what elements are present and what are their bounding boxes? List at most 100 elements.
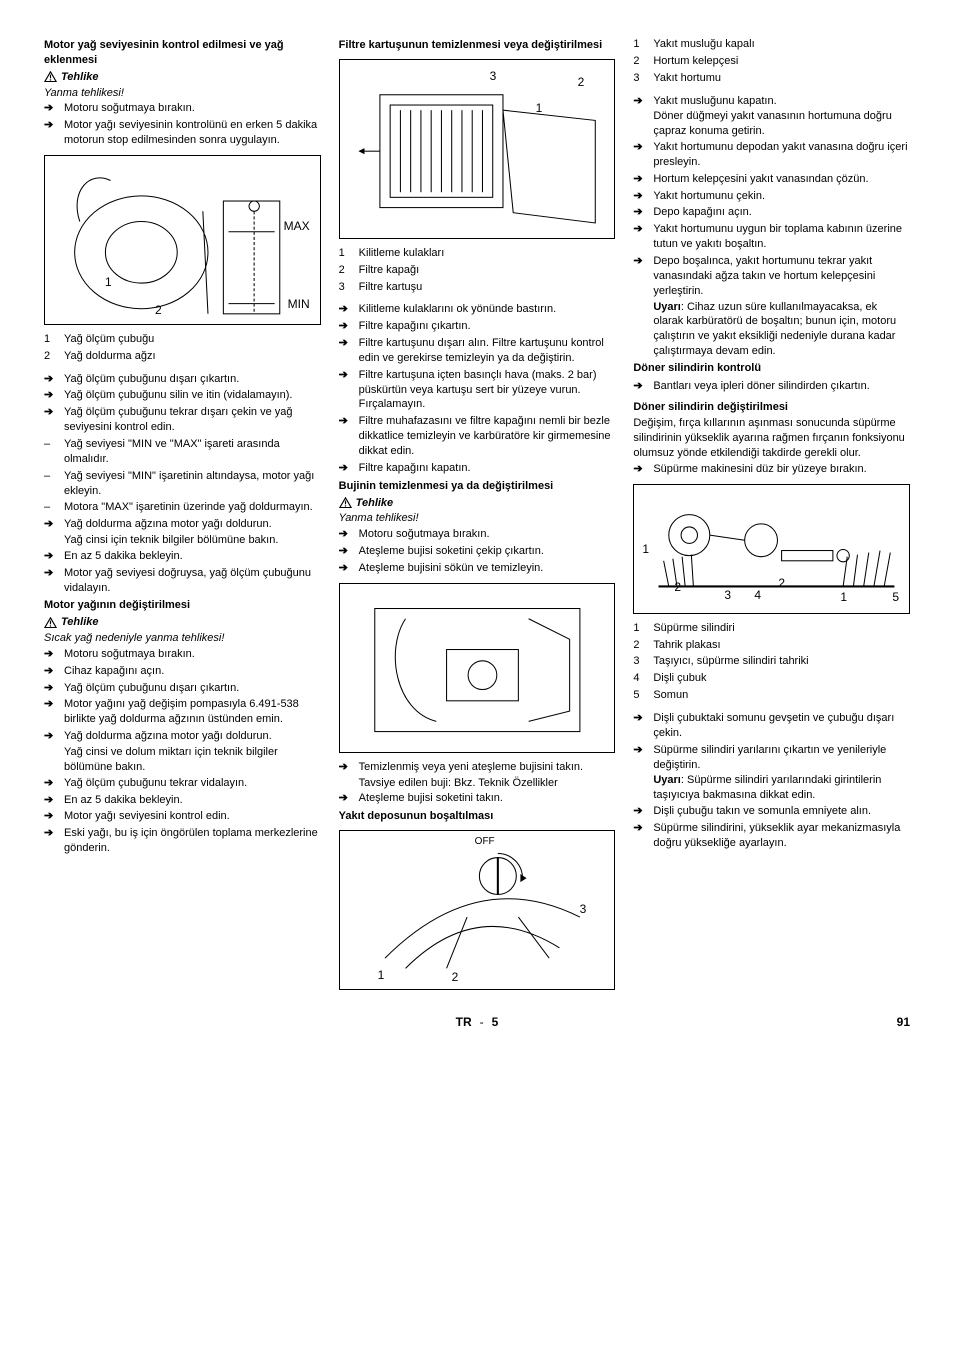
footer-section-num: 5: [492, 1014, 499, 1030]
step-text: Yakıt hortumunu depodan yakıt vanasına d…: [653, 140, 910, 170]
arrow-icon: ➔: [633, 462, 647, 477]
arrow-icon: ➔: [44, 729, 58, 744]
steps-fuel-drain: ➔Yakıt musluğunu kapatın.: [633, 93, 910, 110]
arrow-icon: ➔: [44, 549, 58, 564]
arrow-icon: ➔: [633, 205, 647, 220]
danger-label: Tehlike: [61, 615, 99, 630]
arrow-icon: ➔: [44, 118, 58, 148]
arrow-icon: ➔: [44, 793, 58, 808]
legend-num: 1: [633, 37, 647, 52]
step-text: Dişli çubuğu takın ve somunla emniyete a…: [653, 804, 910, 819]
legend-text: Kilitleme kulakları: [359, 246, 616, 261]
arrow-icon: ➔: [633, 189, 647, 204]
step-text: Depo kapağını açın.: [653, 205, 910, 220]
step-text: Depo boşalınca, yakıt hortumunu tekrar y…: [653, 254, 910, 299]
step-continuation: Döner düğmeyi yakıt vanasının hortumuna …: [633, 109, 910, 139]
arrow-icon: ➔: [339, 414, 353, 459]
step-text: Ateşleme bujisini sökün ve temizleyin.: [359, 561, 616, 576]
steps-oil-change-end: ➔ Yağ ölçüm çubuğunu tekrar vidalayın. ➔ E…: [44, 775, 321, 857]
hot-oil-warning: Sıcak yağ nedeniyle yanma tehlikesi!: [44, 631, 321, 646]
fig-callout-2: 2: [155, 302, 162, 318]
heading-roller-check: Döner silindirin kontrolü: [633, 361, 910, 376]
legend-num: 2: [633, 54, 647, 69]
danger-row: Tehlike: [44, 615, 321, 630]
legend-num: 3: [633, 71, 647, 86]
legend-num: 4: [633, 671, 647, 686]
legend-num: 1: [44, 332, 58, 347]
arrow-icon: ➔: [44, 566, 58, 596]
step-text: En az 5 dakika bekleyin.: [64, 793, 321, 808]
step-text: Motor yağ seviyesi doğruysa, yağ ölçüm ç…: [64, 566, 321, 596]
warning-triangle-icon: [44, 617, 57, 629]
arrow-icon: ➔: [44, 388, 58, 403]
arrow-icon: ➔: [339, 368, 353, 413]
arrow-icon: ➔: [633, 711, 647, 741]
steps-oil-check-end: ➔En az 5 dakika bekleyin. ➔Motor yağ sev…: [44, 548, 321, 597]
fig-callout-1: 1: [536, 100, 543, 116]
danger-label: Tehlike: [61, 70, 99, 85]
fig-callout-2: 2: [578, 74, 585, 90]
step-text: Yağ seviyesi "MIN ve "MAX" işareti arası…: [64, 437, 321, 467]
step-text: Ateşleme bujisi soketini çekip çıkartın.: [359, 544, 616, 559]
step-text: Motor yağı seviyesinin kontrolünü en erk…: [64, 118, 321, 148]
step-text: Süpürme makinesini düz bir yüzeye bırakı…: [653, 462, 910, 477]
arrow-icon: ➔: [339, 527, 353, 542]
heading-sparkplug: Bujinin temizlenmesi ya da değiştirilmes…: [339, 479, 616, 494]
step-text: Bantları veya ipleri döner silindirden ç…: [653, 379, 910, 394]
steps-fuel-drain-2: ➔ Yakıt hortumunu depodan yakıt vanasına …: [633, 139, 910, 299]
step-text: En az 5 dakika bekleyin.: [64, 549, 321, 564]
arrow-icon: ➔: [44, 405, 58, 435]
step-continuation: Yağ cinsi ve dolum miktarı için teknik b…: [44, 745, 321, 775]
legend-text: Yağ doldurma ağzı: [64, 349, 321, 364]
note-body: : Cihaz uzun süre kullanılmayacaksa, ek …: [653, 301, 896, 358]
arrow-icon: ➔: [339, 461, 353, 476]
step-text: Yağ ölçüm çubuğunu dışarı çıkartın.: [64, 681, 321, 696]
arrow-icon: ➔: [44, 517, 58, 532]
arrow-icon: ➔: [339, 544, 353, 559]
arrow-icon: ➔: [339, 302, 353, 317]
step-text: Filtre kartuşuna içten basınçlı hava (ma…: [359, 368, 616, 413]
steps-roller-check: ➔ Bantları veya ipleri döner silindirden …: [633, 378, 910, 395]
arrow-icon: ➔: [633, 379, 647, 394]
fig-label-min: MIN: [288, 296, 310, 312]
roller-replace-intro: Değişim, fırça kıllarının aşınması sonuc…: [633, 416, 910, 461]
arrow-icon: ➔: [339, 336, 353, 366]
legend-text: Taşıyıcı, süpürme silindiri tahriki: [653, 654, 910, 669]
heading-oil-change: Motor yağının değiştirilmesi: [44, 598, 321, 613]
figure-roller: 1 2 3 4 2 1 5: [633, 484, 910, 614]
legend-text: Filtre kapağı: [359, 263, 616, 278]
step-text: Yağ doldurma ağzına motor yağı doldurun.: [64, 517, 321, 532]
fig-callout-1: 1: [642, 541, 649, 557]
figure-legend-roller: 1Süpürme silindiri 2Tahrik plakası 3Taşı…: [633, 620, 910, 704]
legend-num: 1: [633, 621, 647, 636]
dash-icon: –: [44, 500, 58, 515]
arrow-icon: ➔: [44, 826, 58, 856]
steps-sparkplug-pre: ➔ Motoru soğutmaya bırakın. ➔ Ateşleme buj…: [339, 526, 616, 577]
fig-callout-3: 3: [724, 587, 731, 603]
step-text: Motoru soğutmaya bırakın.: [64, 101, 321, 116]
legend-num: 2: [633, 638, 647, 653]
steps-oil-check-pre: ➔Motoru soğutmaya bırakın. ➔Motor yağı s…: [44, 100, 321, 149]
fig-callout-2: 2: [452, 969, 459, 985]
arrow-icon: ➔: [44, 697, 58, 727]
note-lead: Uyarı: [653, 774, 681, 786]
arrow-icon: ➔: [44, 809, 58, 824]
page-footer: TR - 5 91: [44, 1014, 910, 1030]
heading-filter: Filtre kartuşunun temizlenmesi veya deği…: [339, 38, 616, 53]
arrow-icon: ➔: [44, 664, 58, 679]
figure-sparkplug: [339, 583, 616, 753]
legend-num: 3: [633, 654, 647, 669]
step-text: Yağ ölçüm çubuğunu tekrar vidalayın.: [64, 776, 321, 791]
danger-label: Tehlike: [356, 496, 394, 511]
footer-lang: TR: [456, 1014, 472, 1030]
heading-oil-check: Motor yağ seviyesinin kontrol edilmesi v…: [44, 38, 321, 68]
steps-sparkplug-post: ➔Temizlenmiş veya yeni ateşleme bujisini…: [339, 759, 616, 776]
danger-row: Tehlike: [44, 70, 321, 85]
step-text: Yağ doldurma ağzına motor yağı doldurun.: [64, 729, 321, 744]
step-text: Cihaz kapağını açın.: [64, 664, 321, 679]
step-text: Yakıt musluğunu kapatın.: [653, 94, 910, 109]
step-text: Ateşleme bujisi soketini takın.: [359, 791, 616, 806]
step-text: Motoru soğutmaya bırakın.: [359, 527, 616, 542]
figure-filter: 3 2 1: [339, 59, 616, 239]
step-text: Motor yağını yağ değişim pompasıyla 6.49…: [64, 697, 321, 727]
